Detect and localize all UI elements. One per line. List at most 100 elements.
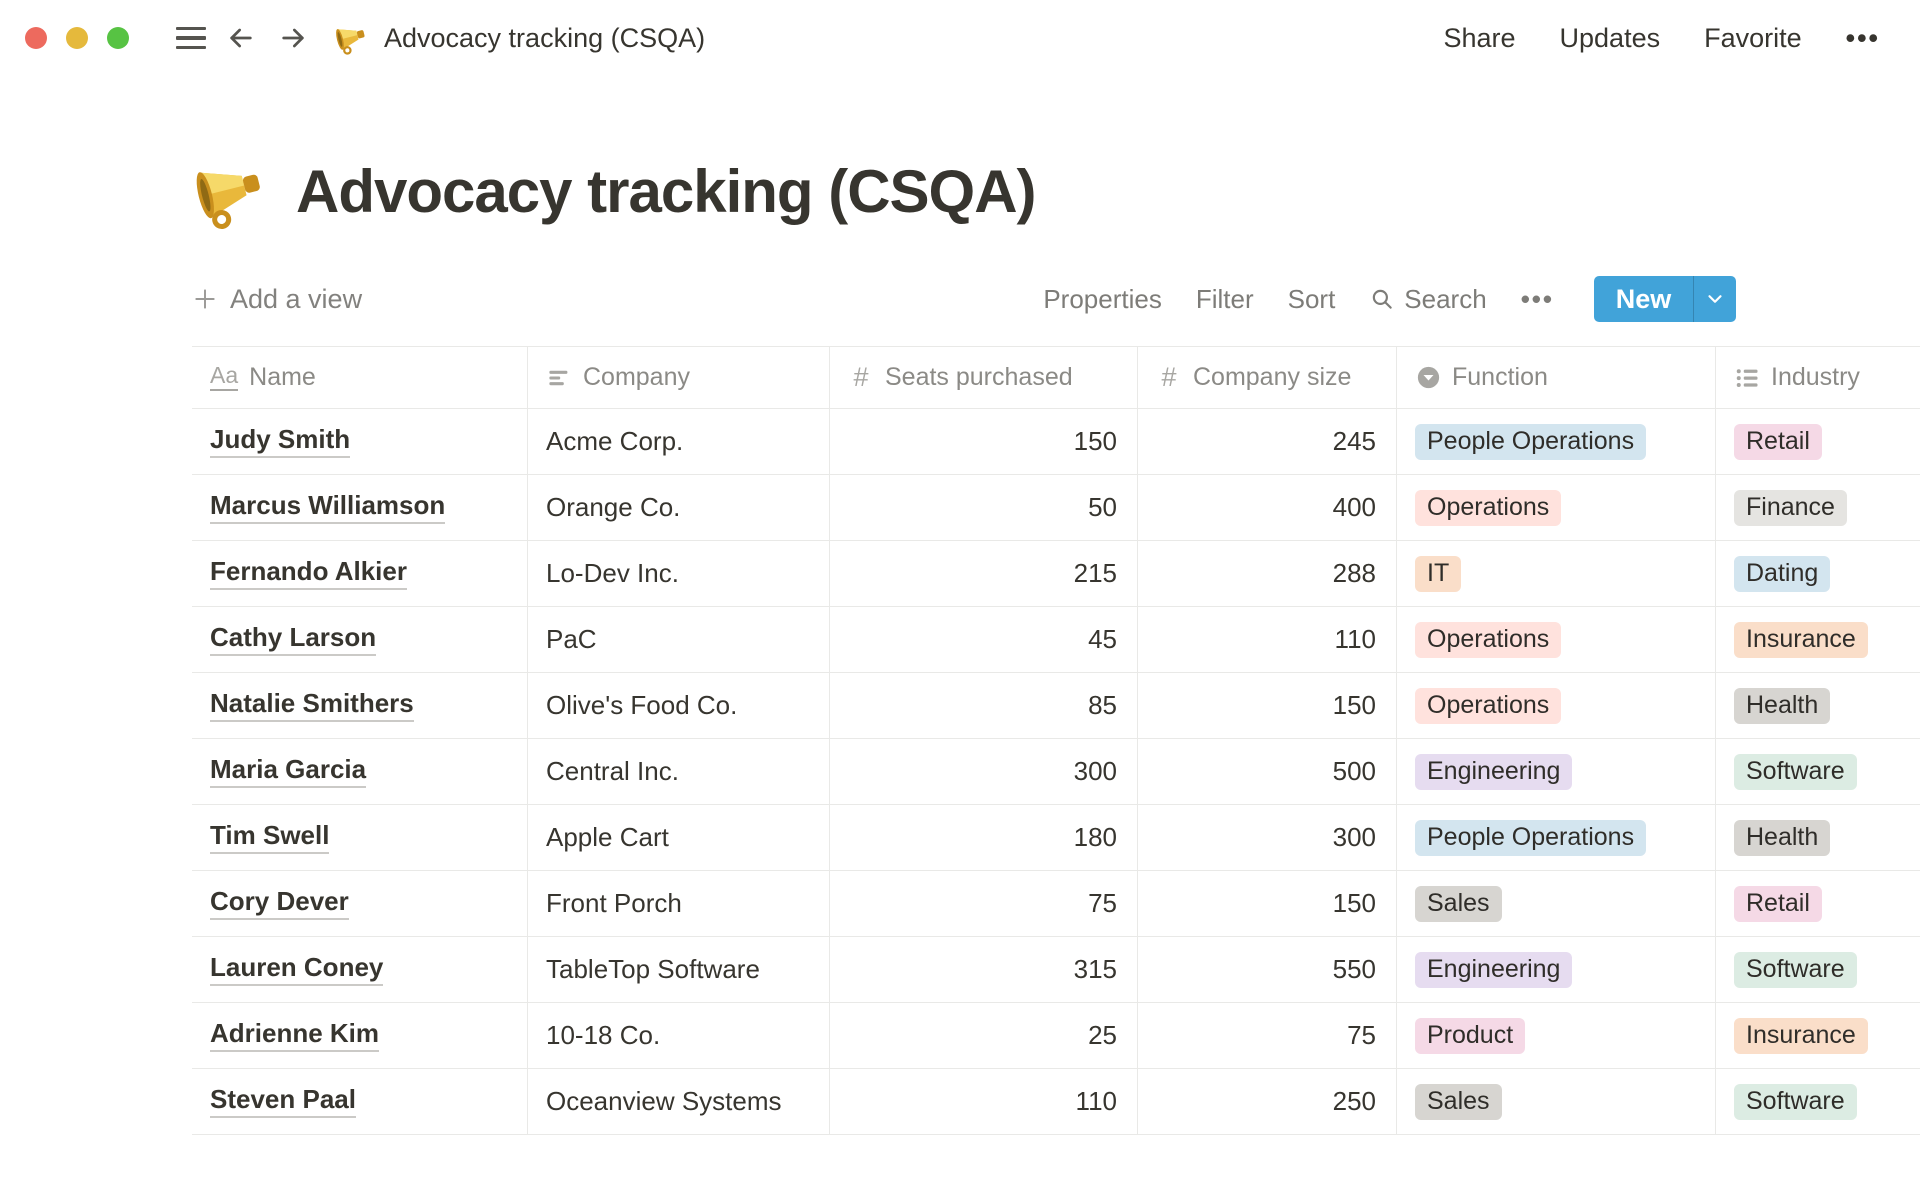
minimize-window-button[interactable] [66,27,88,49]
cell-function[interactable]: People Operations [1397,409,1716,474]
cell-seats-purchased[interactable]: 25 [830,1003,1138,1068]
column-header-industry[interactable]: Industry [1716,347,1920,408]
forward-arrow-icon[interactable] [276,21,310,55]
industry-tag[interactable]: Retail [1734,423,1822,460]
row-page-link[interactable]: Natalie Smithers [210,688,414,723]
cell-industry[interactable]: Retail [1716,409,1920,474]
cell-name[interactable]: Steven Paal [192,1069,528,1134]
cell-name[interactable]: Adrienne Kim [192,1003,528,1068]
view-more-icon[interactable]: ••• [1520,283,1554,314]
cell-function[interactable]: Engineering [1397,937,1716,1002]
cell-industry[interactable]: Health [1716,805,1920,870]
cell-function[interactable]: IT [1397,541,1716,606]
cell-name[interactable]: Tim Swell [192,805,528,870]
cell-company[interactable]: Central Inc. [528,739,830,804]
new-button[interactable]: New [1594,276,1736,322]
cell-company-size[interactable]: 500 [1138,739,1397,804]
cell-industry[interactable]: Insurance [1716,1003,1920,1068]
cell-seats-purchased[interactable]: 215 [830,541,1138,606]
function-tag[interactable]: Engineering [1415,753,1573,790]
close-window-button[interactable] [25,27,47,49]
row-page-link[interactable]: Marcus Williamson [210,490,446,525]
cell-seats-purchased[interactable]: 85 [830,673,1138,738]
cell-function[interactable]: Sales [1397,871,1716,936]
cell-company-size[interactable]: 75 [1138,1003,1397,1068]
function-tag[interactable]: Sales [1415,1083,1502,1120]
cell-industry[interactable]: Retail [1716,871,1920,936]
function-tag[interactable]: Engineering [1415,951,1573,988]
cell-company[interactable]: Apple Cart [528,805,830,870]
industry-tag[interactable]: Health [1734,819,1831,856]
cell-company[interactable]: Olive's Food Co. [528,673,830,738]
cell-company-size[interactable]: 245 [1138,409,1397,474]
cell-company[interactable]: TableTop Software [528,937,830,1002]
industry-tag[interactable]: Finance [1734,489,1847,526]
cell-name[interactable]: Cathy Larson [192,607,528,672]
cell-company-size[interactable]: 550 [1138,937,1397,1002]
cell-name[interactable]: Cory Dever [192,871,528,936]
column-header-name[interactable]: Aa Name [192,347,528,408]
sort-button[interactable]: Sort [1287,283,1336,314]
cell-industry[interactable]: Finance [1716,475,1920,540]
row-page-link[interactable]: Fernando Alkier [210,556,407,591]
cell-name[interactable]: Fernando Alkier [192,541,528,606]
function-tag[interactable]: Operations [1415,489,1562,526]
cell-seats-purchased[interactable]: 150 [830,409,1138,474]
cell-company-size[interactable]: 300 [1138,805,1397,870]
industry-tag[interactable]: Dating [1734,555,1831,592]
function-tag[interactable]: IT [1415,555,1462,592]
industry-tag[interactable]: Insurance [1734,1017,1868,1054]
function-tag[interactable]: Operations [1415,621,1562,658]
search-button[interactable]: Search [1369,284,1487,315]
function-tag[interactable]: Operations [1415,687,1562,724]
cell-seats-purchased[interactable]: 300 [830,739,1138,804]
cell-company-size[interactable]: 400 [1138,475,1397,540]
column-header-function[interactable]: Function [1397,347,1716,408]
industry-tag[interactable]: Software [1734,951,1857,988]
cell-function[interactable]: Product [1397,1003,1716,1068]
cell-company-size[interactable]: 288 [1138,541,1397,606]
cell-company-size[interactable]: 250 [1138,1069,1397,1134]
cell-function[interactable]: People Operations [1397,805,1716,870]
cell-function[interactable]: Engineering [1397,739,1716,804]
cell-company[interactable]: 10-18 Co. [528,1003,830,1068]
cell-function[interactable]: Operations [1397,673,1716,738]
updates-button[interactable]: Updates [1559,22,1661,53]
function-tag[interactable]: Sales [1415,885,1502,922]
cell-function[interactable]: Operations [1397,475,1716,540]
cell-company-size[interactable]: 150 [1138,673,1397,738]
function-tag[interactable]: People Operations [1415,423,1647,460]
cell-function[interactable]: Operations [1397,607,1716,672]
industry-tag[interactable]: Retail [1734,885,1822,922]
cell-industry[interactable]: Insurance [1716,607,1920,672]
row-page-link[interactable]: Maria Garcia [210,754,367,789]
back-arrow-icon[interactable] [224,21,258,55]
industry-tag[interactable]: Health [1734,687,1831,724]
more-options-icon[interactable]: ••• [1845,22,1880,53]
hamburger-menu-icon[interactable] [176,26,206,50]
cell-seats-purchased[interactable]: 315 [830,937,1138,1002]
cell-company-size[interactable]: 110 [1138,607,1397,672]
cell-function[interactable]: Sales [1397,1069,1716,1134]
filter-button[interactable]: Filter [1195,283,1254,314]
cell-company-size[interactable]: 150 [1138,871,1397,936]
cell-name[interactable]: Maria Garcia [192,739,528,804]
favorite-button[interactable]: Favorite [1704,22,1802,53]
cell-industry[interactable]: Software [1716,739,1920,804]
cell-company[interactable]: Oceanview Systems [528,1069,830,1134]
column-header-company[interactable]: Company [528,347,830,408]
cell-name[interactable]: Natalie Smithers [192,673,528,738]
new-dropdown-chevron-icon[interactable] [1694,276,1736,322]
cell-company[interactable]: Orange Co. [528,475,830,540]
cell-seats-purchased[interactable]: 75 [830,871,1138,936]
add-view-button[interactable]: Add a view [192,284,362,315]
cell-seats-purchased[interactable]: 110 [830,1069,1138,1134]
cell-seats-purchased[interactable]: 180 [830,805,1138,870]
cell-industry[interactable]: Dating [1716,541,1920,606]
cell-industry[interactable]: Health [1716,673,1920,738]
row-page-link[interactable]: Cory Dever [210,886,349,921]
column-header-seats[interactable]: # Seats purchased [830,347,1138,408]
share-button[interactable]: Share [1443,22,1516,53]
function-tag[interactable]: Product [1415,1017,1526,1054]
industry-tag[interactable]: Insurance [1734,621,1868,658]
